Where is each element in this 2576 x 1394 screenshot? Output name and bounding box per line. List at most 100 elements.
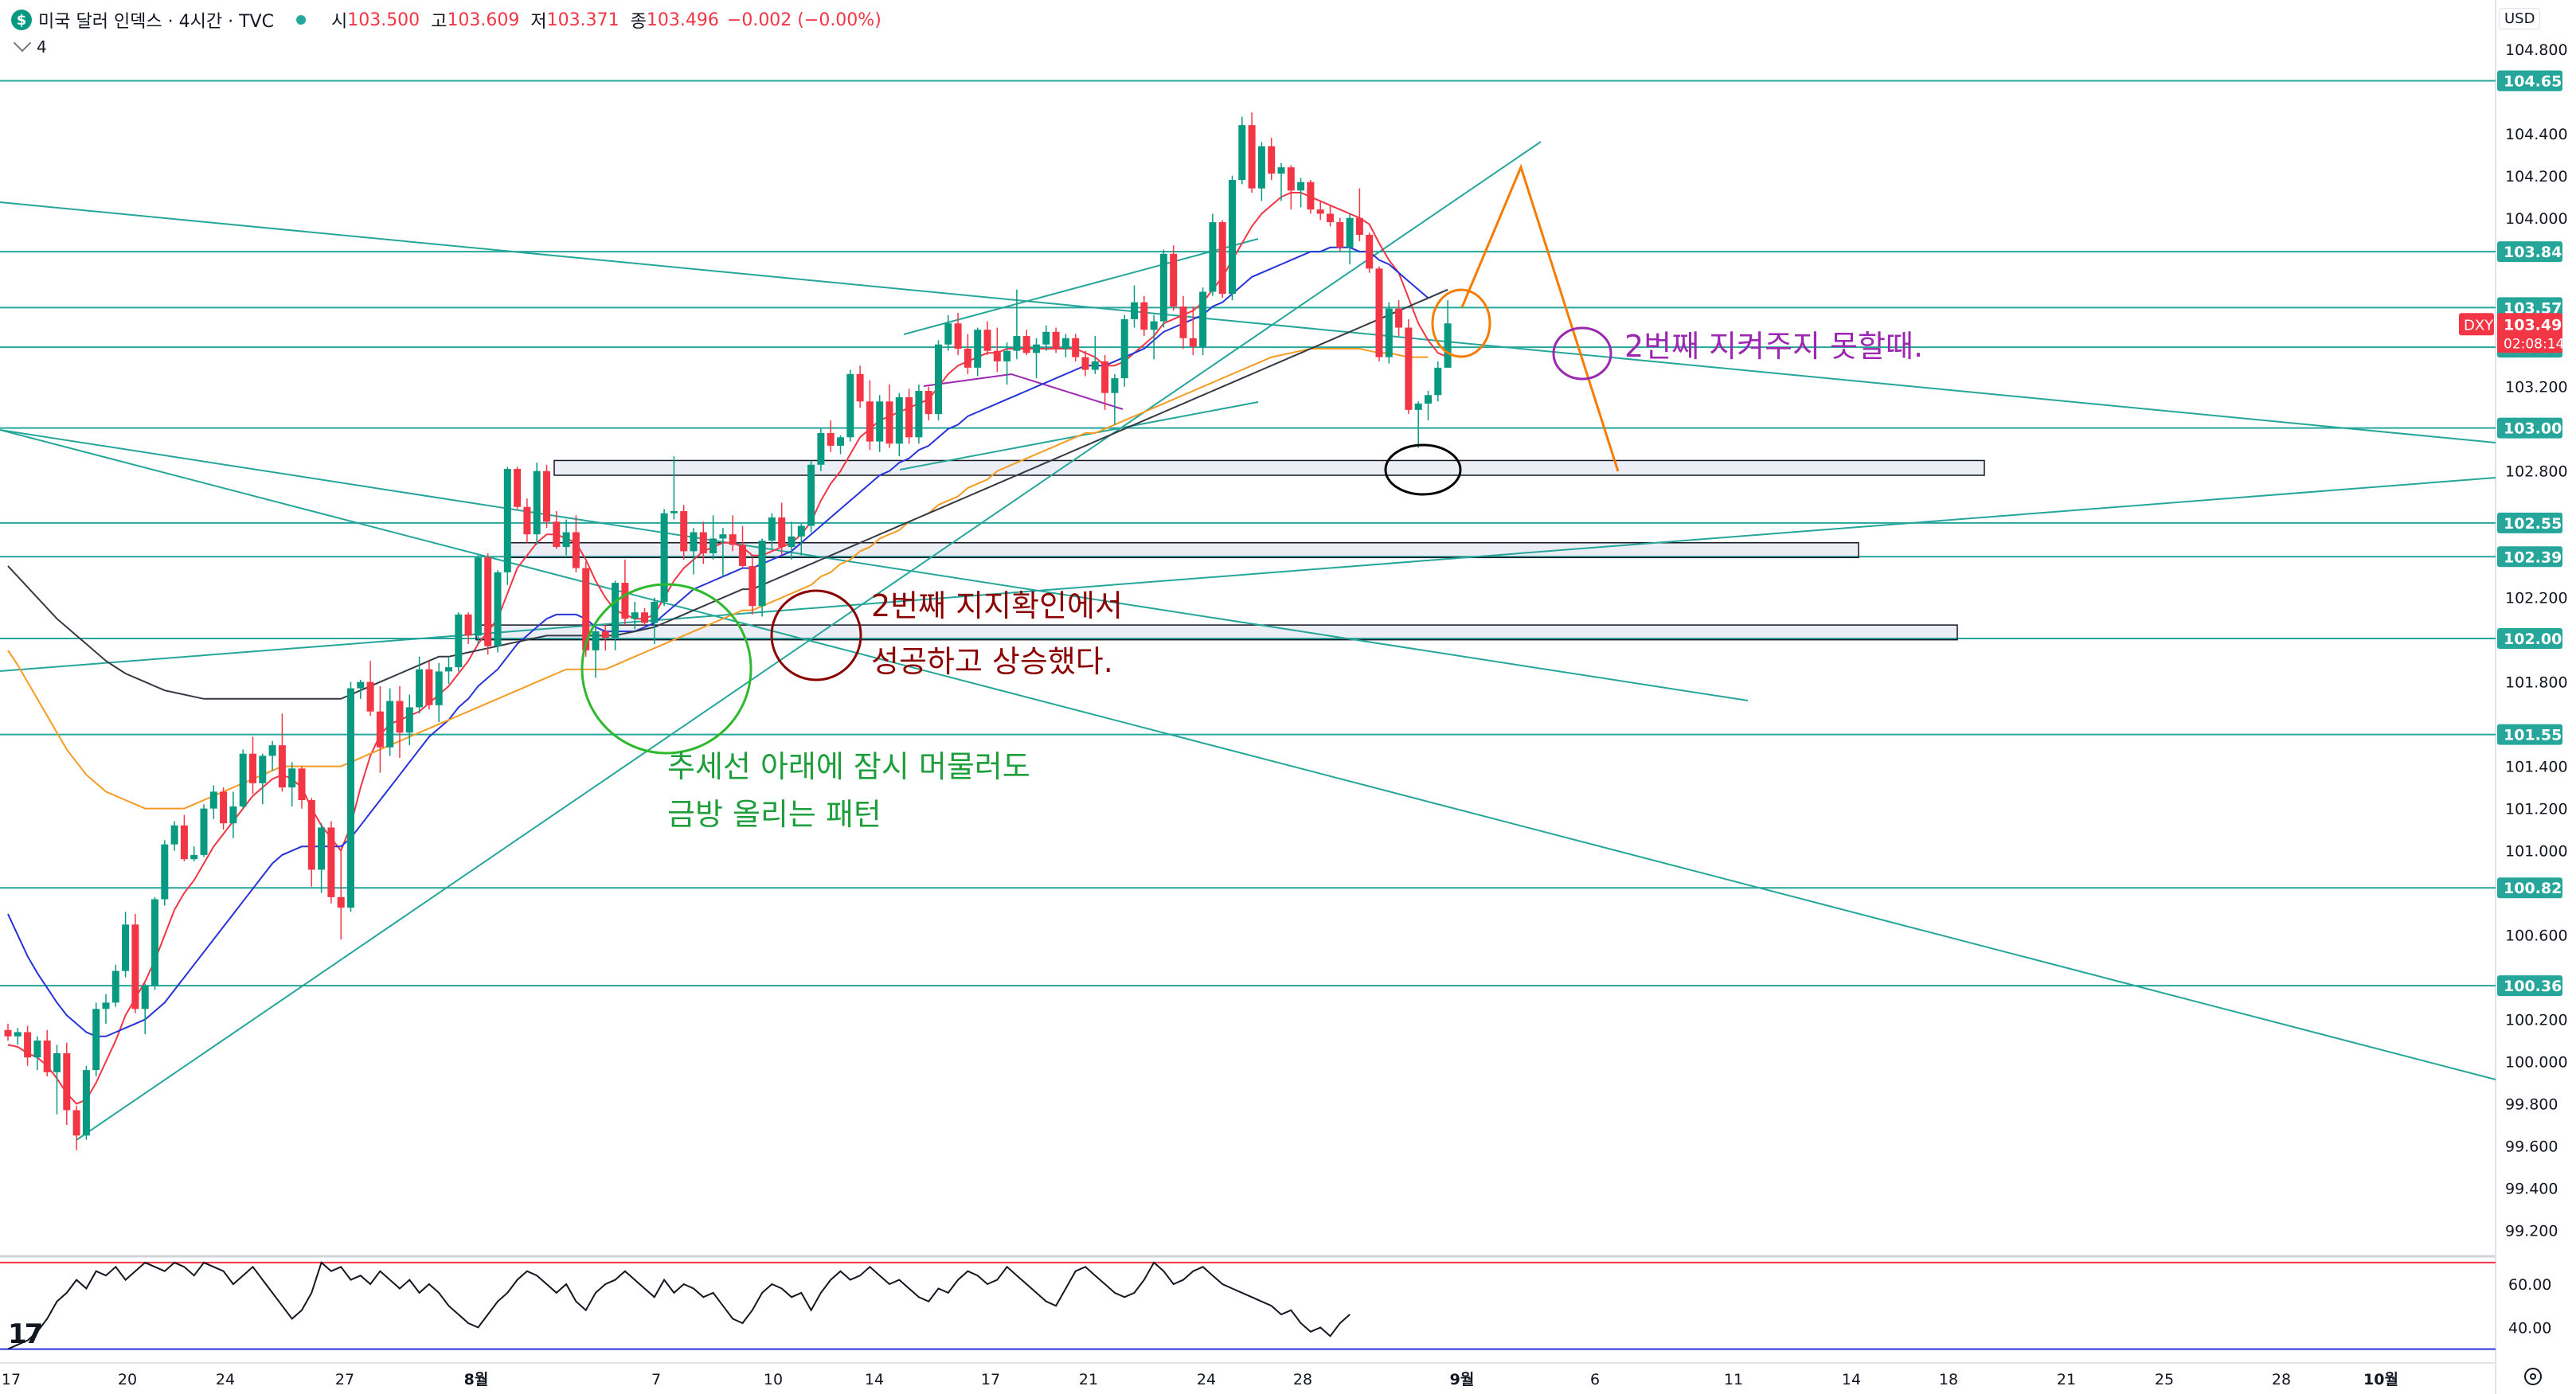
candle-body xyxy=(1346,217,1354,248)
level-price-label: 100.824 xyxy=(2504,880,2573,897)
circle-black xyxy=(1384,443,1462,496)
candle-body xyxy=(1336,222,1344,248)
candle-body xyxy=(53,1052,61,1072)
candle-body xyxy=(1072,338,1080,357)
candle-body xyxy=(1229,180,1236,295)
currency-button[interactable]: USD xyxy=(2499,8,2541,29)
circle-green xyxy=(580,583,752,755)
tradingview-logo: 17 xyxy=(8,1318,43,1350)
candle-body xyxy=(1159,253,1167,322)
candle-body xyxy=(200,808,208,855)
indicator-toggle[interactable]: 4 xyxy=(11,33,47,57)
candle-body xyxy=(758,541,766,607)
candle-body xyxy=(92,1009,100,1071)
dollar-logo-icon: $ xyxy=(11,10,32,30)
candle-body xyxy=(405,707,413,733)
projection-path xyxy=(1460,163,1620,472)
candle-body xyxy=(719,534,727,539)
candle-body xyxy=(1189,338,1197,347)
level-price-tag xyxy=(2497,546,2562,568)
rsi-tick-label: 40.00 xyxy=(2508,1319,2551,1337)
rsi-tick-label: 60.00 xyxy=(2508,1276,2551,1294)
y-tick-label: 99.200 xyxy=(2505,1223,2558,1240)
x-tick-label: 21 xyxy=(2057,1371,2076,1388)
level-price-label: 102.006 xyxy=(2504,631,2573,648)
candle-body xyxy=(1179,307,1187,338)
support-zone xyxy=(553,459,1985,476)
candle-body xyxy=(1257,146,1265,189)
candle-body xyxy=(514,469,522,507)
candle-body xyxy=(1013,336,1021,351)
candle-body xyxy=(1366,234,1374,269)
circle-purple xyxy=(1552,326,1612,381)
note-red-line1: 2번째 지지확인에서 xyxy=(871,588,1123,623)
candle-body xyxy=(1385,308,1393,357)
x-tick-label: 10월 xyxy=(2363,1371,2398,1388)
ma_mid-line xyxy=(7,246,1429,1037)
candle-body xyxy=(768,517,776,541)
y-tick-label: 102.200 xyxy=(2505,590,2568,607)
candle-body xyxy=(553,521,561,548)
candle-body xyxy=(905,396,913,438)
y-tick-label: 101.000 xyxy=(2505,843,2568,861)
candle-body xyxy=(876,401,884,442)
candle-body xyxy=(268,745,276,756)
candle-body xyxy=(366,681,374,712)
candle-body xyxy=(1052,331,1060,349)
level-price-tag xyxy=(2497,417,2562,439)
candle-body xyxy=(376,711,384,748)
x-tick-label: 14 xyxy=(1842,1371,1861,1388)
candle-body xyxy=(102,1002,110,1009)
candle-body xyxy=(435,671,443,705)
candle-body xyxy=(964,349,971,368)
x-tick-label: 18 xyxy=(1939,1371,1958,1388)
open-label: 시 xyxy=(330,12,348,32)
symbol-tag-label: DXY xyxy=(2464,317,2494,334)
candle-body xyxy=(631,612,639,619)
candle-body xyxy=(111,970,119,1003)
candle-body xyxy=(699,532,707,554)
candle-body xyxy=(993,350,1001,361)
candle-body xyxy=(1395,308,1403,328)
close-value: 103.496 xyxy=(646,10,719,30)
candle-body xyxy=(386,701,394,748)
candle-body xyxy=(1405,327,1413,410)
candle-body xyxy=(43,1041,51,1072)
y-tick-label: 101.400 xyxy=(2505,759,2568,776)
candle-body xyxy=(82,1070,90,1136)
candle-body xyxy=(846,373,854,438)
y-tick-label: 100.200 xyxy=(2505,1012,2568,1029)
candle-body xyxy=(709,538,717,554)
candle-body xyxy=(1297,182,1305,191)
candle-body xyxy=(837,437,844,446)
low-label: 저 xyxy=(530,12,547,32)
indicator-count: 4 xyxy=(37,37,47,57)
settings-gear-icon[interactable] xyxy=(2524,1368,2542,1385)
x-tick-label: 6 xyxy=(1590,1371,1600,1388)
candle-body xyxy=(209,791,217,809)
level-price-label: 103.004 xyxy=(2504,420,2573,438)
candle-body xyxy=(288,768,296,788)
candle-body xyxy=(1248,125,1256,189)
candle-body xyxy=(464,614,472,636)
level-price-tag xyxy=(2497,877,2562,899)
candle-body xyxy=(1209,222,1217,292)
candle-body xyxy=(1101,361,1109,393)
x-tick-label: 25 xyxy=(2155,1371,2174,1388)
candle-body xyxy=(739,545,746,566)
symbol-title[interactable]: 미국 달러 인덱스 · 4시간 · TVC xyxy=(38,12,274,32)
candle-body xyxy=(1120,318,1128,379)
candle-body xyxy=(983,330,991,351)
level-price-label: 102.394 xyxy=(2504,549,2573,566)
y-tick-label: 104.400 xyxy=(2505,126,2568,143)
candle-body xyxy=(249,753,256,783)
candle-body xyxy=(670,511,678,513)
candle-body xyxy=(131,924,139,1009)
candle-body xyxy=(33,1041,41,1058)
candle-body xyxy=(298,768,306,801)
candle-body xyxy=(1131,302,1138,319)
candle-body xyxy=(866,401,874,442)
channel-line xyxy=(923,373,1124,410)
candle-body xyxy=(1199,291,1207,347)
